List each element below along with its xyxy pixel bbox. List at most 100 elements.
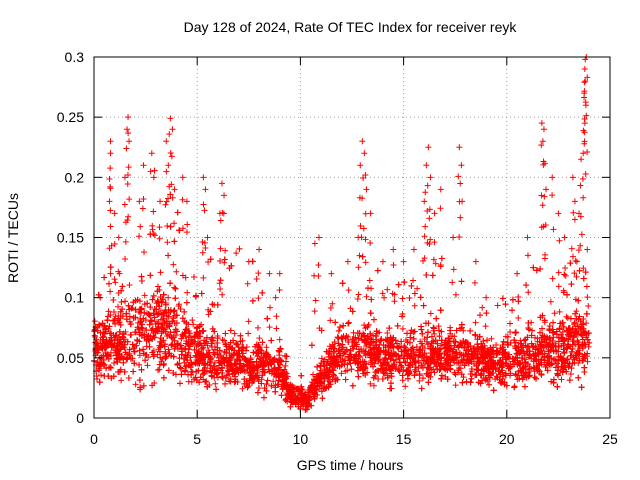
data-point: [146, 321, 153, 328]
data-point: [419, 352, 426, 359]
data-point: [375, 376, 382, 383]
data-point: [478, 354, 485, 361]
data-point: [264, 377, 271, 384]
data-point: [538, 334, 545, 341]
data-point: [136, 361, 143, 368]
data-point: [153, 306, 160, 313]
data-point: [111, 342, 118, 349]
data-point: [238, 347, 245, 354]
data-point: [387, 380, 394, 387]
data-point: [568, 348, 575, 355]
data-point: [554, 383, 561, 390]
data-point: [440, 365, 447, 372]
chart-title: Day 128 of 2024, Rate Of TEC Index for r…: [184, 19, 518, 35]
data-point: [560, 323, 567, 330]
data-point: [405, 362, 412, 369]
data-point: [344, 367, 351, 374]
data-point: [275, 371, 282, 378]
data-point: [586, 339, 593, 346]
data-point: [209, 325, 216, 332]
data-point: [513, 344, 520, 351]
data-point: [419, 330, 426, 337]
data-point: [272, 388, 279, 395]
data-point: [137, 386, 144, 393]
data-point: [298, 372, 305, 379]
data-point: [483, 310, 490, 317]
data-point: [98, 372, 105, 379]
data-point: [471, 345, 478, 352]
data-point: [453, 349, 460, 356]
data-point: [151, 334, 158, 341]
data-point: [213, 371, 220, 378]
data-point: [226, 378, 233, 385]
data-point: [500, 338, 507, 345]
data-point: [572, 310, 579, 317]
data-point: [276, 348, 283, 355]
data-point: [252, 343, 259, 350]
data-point: [403, 336, 410, 343]
data-point: [564, 356, 571, 363]
data-point: [116, 328, 123, 335]
data-point: [335, 347, 342, 354]
data-point: [460, 374, 467, 381]
data-point: [401, 343, 408, 350]
data-point: [122, 298, 129, 305]
data-point: [507, 329, 514, 336]
data-point: [530, 364, 537, 371]
data-point: [142, 357, 149, 364]
data-point: [564, 291, 571, 298]
data-point: [401, 279, 408, 286]
data-point: [95, 321, 102, 328]
data-point: [165, 350, 172, 357]
data-point: [437, 307, 444, 314]
data-point: [125, 302, 132, 309]
data-point: [476, 359, 483, 366]
data-point: [287, 403, 294, 410]
data-point: [504, 353, 511, 360]
data-point: [214, 374, 221, 381]
data-point: [163, 318, 170, 325]
data-point: [398, 348, 405, 355]
data-point: [119, 283, 126, 290]
data-point: [484, 337, 491, 344]
data-point: [147, 333, 154, 340]
data-point: [501, 379, 508, 386]
data-point: [359, 253, 366, 260]
data-point: [419, 375, 426, 382]
data-point: [161, 343, 168, 350]
data-point: [551, 356, 558, 363]
data-point: [254, 363, 261, 370]
data-point: [237, 332, 244, 339]
data-point: [207, 355, 214, 362]
data-point: [364, 369, 371, 376]
data-point: [454, 354, 461, 361]
data-point: [183, 340, 190, 347]
data-point: [211, 359, 218, 366]
data-point: [223, 372, 230, 379]
data-point: [522, 359, 529, 366]
data-point: [104, 313, 111, 320]
data-point: [354, 367, 361, 374]
data-point: [114, 347, 121, 354]
data-point: [498, 364, 505, 371]
data-point: [452, 291, 459, 298]
data-point: [397, 362, 404, 369]
data-point: [261, 369, 268, 376]
data-point: [263, 381, 270, 388]
data-point: [521, 350, 528, 357]
data-point: [158, 316, 165, 323]
data-point: [260, 362, 267, 369]
data-point: [411, 328, 418, 335]
data-point: [115, 368, 122, 375]
data-point: [201, 360, 208, 367]
data-point: [573, 308, 580, 315]
data-point: [137, 310, 144, 317]
data-point: [280, 369, 287, 376]
data-point: [434, 340, 441, 347]
data-point: [119, 333, 126, 340]
data-point: [424, 334, 431, 341]
data-point: [345, 320, 352, 327]
data-point: [458, 371, 465, 378]
data-point: [181, 308, 188, 315]
